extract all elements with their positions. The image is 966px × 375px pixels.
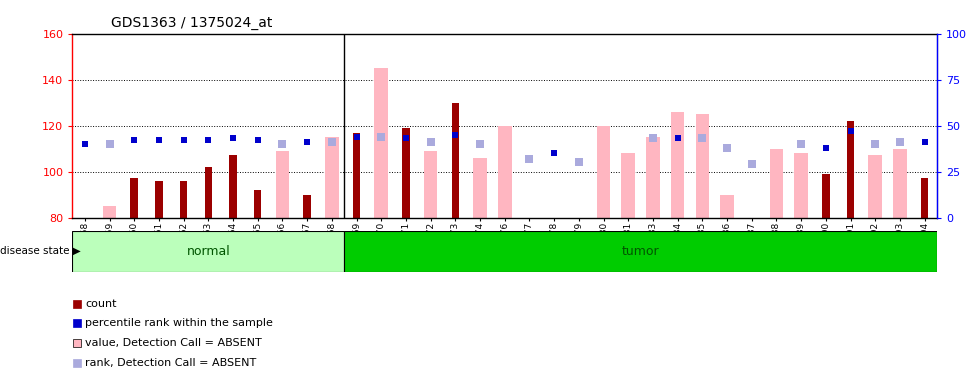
Bar [696,114,709,218]
Bar [325,137,339,218]
Bar [921,178,928,218]
Text: rank, Detection Call = ABSENT: rank, Detection Call = ABSENT [86,358,257,368]
Bar [473,158,487,218]
Bar [375,68,388,218]
Bar [497,126,512,218]
Bar [794,153,808,218]
Text: disease state ▶: disease state ▶ [0,246,81,256]
Bar [130,178,138,218]
Bar [621,153,635,218]
Bar [894,148,907,217]
Text: GDS1363 / 1375024_at: GDS1363 / 1375024_at [111,16,272,30]
Bar [424,151,438,217]
Text: count: count [86,298,117,309]
Bar [523,217,536,286]
Bar [452,103,459,218]
Bar [597,126,611,218]
Text: tumor: tumor [622,245,660,258]
Bar [344,231,937,272]
Text: value, Detection Call = ABSENT: value, Detection Call = ABSENT [86,338,262,348]
Bar [572,217,585,342]
Bar [868,156,882,218]
Bar [72,231,344,272]
Bar [353,132,360,218]
Bar [205,167,212,218]
Bar [721,195,734,217]
Bar [229,156,237,218]
Text: normal: normal [186,245,230,258]
Bar [822,174,830,217]
Bar [670,112,685,218]
Bar [646,137,660,218]
Text: percentile rank within the sample: percentile rank within the sample [86,318,273,328]
Bar [847,121,854,218]
Bar [303,195,311,217]
Bar [770,148,783,217]
Bar [180,181,187,218]
Bar [102,206,116,218]
Bar [275,151,289,217]
Bar [254,190,262,217]
Bar [745,217,758,374]
Bar [402,128,410,218]
Bar [156,181,162,218]
